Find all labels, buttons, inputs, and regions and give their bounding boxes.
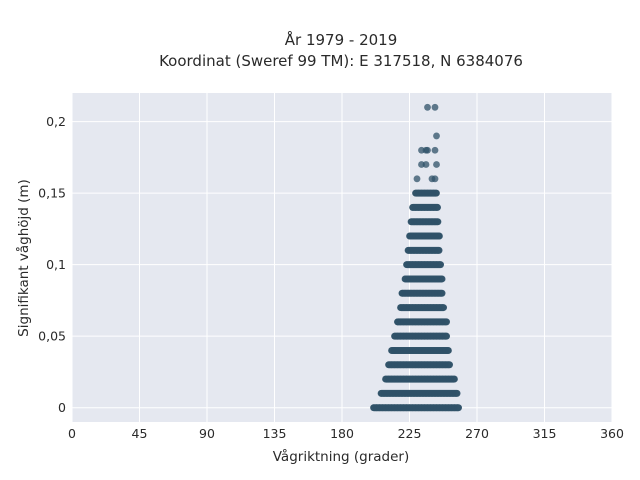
x-gridlines [71,93,613,422]
scatter-point [451,375,458,383]
scatter-point [391,347,398,354]
x-tick-label: 225 [398,426,422,441]
x-tick-label: 315 [533,426,557,441]
y-gridlines [72,121,612,409]
scatter-markers [370,103,462,412]
scatter-point [422,161,430,168]
y-tick-label: 0,05 [38,329,66,344]
scatter-point [431,175,439,183]
scatter-point [424,103,431,111]
y-tick-labels: 0 0,05 0,1 0,15 0,2 [38,114,66,415]
scatter-point [433,204,440,211]
x-tick-label: 90 [199,426,215,441]
y-tick-label: 0 [58,400,66,415]
scatter-point [442,318,449,326]
scatter-point [437,289,445,297]
scatter-point [434,218,442,226]
scatter-point [452,389,460,397]
scatter-point [437,275,445,283]
scatter-point [433,161,440,168]
scatter-point [424,146,431,154]
scatter-point [439,304,446,311]
scatter-point [434,246,442,254]
x-tick-label: 0 [68,426,76,441]
chart-title-line-2: Koordinat (Sweref 99 TM): E 317518, N 63… [159,52,523,70]
x-tick-label: 270 [465,426,489,441]
scatter-point [431,103,439,111]
x-tick-label: 45 [132,426,148,441]
scatter-point [433,189,440,197]
chart-title-line-1: År 1979 - 2019 [285,30,398,49]
scatter-point [445,347,452,354]
scatter-point [433,132,440,140]
scatter-point [436,261,443,269]
x-tick-label: 135 [263,426,287,441]
y-tick-label: 0,2 [46,114,66,129]
scatter-point [413,175,421,183]
y-tick-label: 0,15 [38,186,66,201]
scatter-point [394,318,401,326]
y-axis-label: Signifikant våghöjd (m) [15,179,32,337]
x-tick-labels: 0 45 90 135 180 225 270 315 360 [68,426,624,441]
y-tick-label: 0,1 [46,257,66,272]
x-tick-label: 180 [330,426,354,441]
scatter-point [398,289,406,297]
scatter-point [436,232,443,240]
x-axis-label: Vågriktning (grader) [273,448,410,465]
scatter-point [442,332,449,340]
scatter-point [431,146,439,154]
scatter-point [454,404,461,412]
x-tick-label: 360 [600,426,624,441]
scatter-point [445,361,452,369]
